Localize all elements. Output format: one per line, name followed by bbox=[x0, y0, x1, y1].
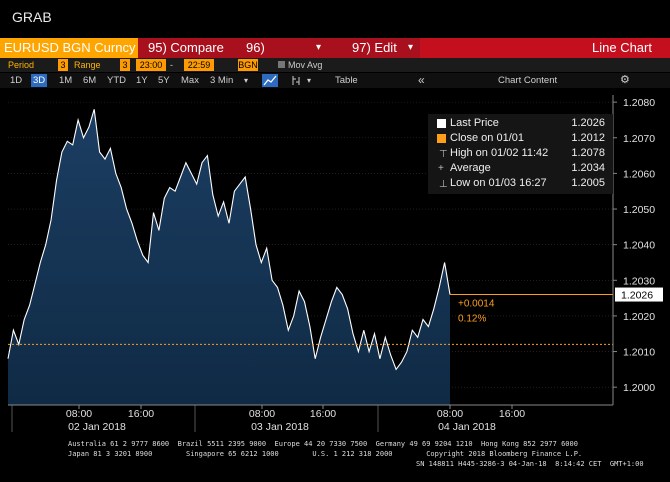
range-1m[interactable]: 1M bbox=[59, 75, 73, 86]
legend-row-low: ⊥ Low on 01/03 16:27 1.2005 bbox=[428, 176, 613, 191]
close-swatch bbox=[437, 134, 446, 143]
legend-row-high: ⊤ High on 01/02 11:42 1.2078 bbox=[428, 146, 613, 161]
last-price-tag bbox=[615, 287, 663, 302]
x-day-label: 04 Jan 2018 bbox=[438, 421, 496, 433]
window-title: GRAB bbox=[12, 9, 52, 25]
range-start-input[interactable]: 23:00 bbox=[136, 59, 166, 71]
timeframe-bar: 1D 3D 1M 6M YTD 1Y 5Y Max 3 Min ▾ ▾ Tabl… bbox=[0, 73, 670, 88]
mov-avg-label: Mov Avg bbox=[288, 60, 323, 70]
command-toolbar: EURUSD BGN Curncy 95) Compare 96) Action… bbox=[0, 38, 670, 75]
price-area-fill bbox=[8, 109, 450, 406]
range-input[interactable]: 3 bbox=[120, 59, 130, 71]
x-tick-label: 08:00 bbox=[66, 408, 92, 420]
y-tick-label: 1.2050 bbox=[623, 204, 655, 216]
interval-select[interactable]: 3 Min bbox=[210, 75, 234, 86]
bar-style-icon[interactable] bbox=[290, 74, 304, 87]
high-marker-icon: ⊤ bbox=[439, 149, 448, 160]
range-label: Range bbox=[74, 60, 101, 70]
change-percent: 0.12% bbox=[458, 314, 486, 325]
legend-row-close: Close on 01/01 1.2012 bbox=[428, 131, 613, 146]
period-input[interactable]: 3 bbox=[58, 59, 68, 71]
y-tick-label: 1.2070 bbox=[623, 133, 655, 145]
change-annotations: +0.0014 0.12% bbox=[458, 299, 495, 325]
x-tick-label: 16:00 bbox=[499, 408, 525, 420]
chart-style-dropdown-icon[interactable]: ▾ bbox=[307, 76, 312, 85]
price-chart[interactable]: 1.2026 1.2080 1.2070 1.2060 1.2050 1.2040 1.2… bbox=[0, 88, 670, 482]
legend-row-last-price: Last Price 1.2026 bbox=[428, 116, 613, 131]
footer-session-info: SN 148811 H445-3286-3 04-Jan-18 8:14:42 … bbox=[416, 460, 644, 468]
y-tick-label: 1.2030 bbox=[623, 275, 655, 287]
legend-value: 1.2012 bbox=[571, 132, 605, 144]
chart-content-button[interactable]: Chart Content bbox=[498, 75, 558, 86]
legend-label: Close on 01/01 bbox=[450, 132, 524, 144]
edit-dropdown-icon[interactable]: ▾ bbox=[408, 42, 414, 53]
gear-icon[interactable]: ⚙ bbox=[620, 74, 630, 86]
last-price-label: 1.2026 bbox=[621, 290, 653, 302]
range-1y[interactable]: 1Y bbox=[136, 75, 148, 86]
legend-label: Last Price bbox=[450, 117, 499, 129]
legend-value: 1.2005 bbox=[571, 177, 605, 189]
collapse-icon[interactable]: « bbox=[418, 73, 425, 87]
bloomberg-footer: Australia 61 2 9777 8600 Brazil 5511 239… bbox=[0, 440, 670, 482]
change-absolute: +0.0014 bbox=[458, 299, 495, 310]
average-marker-icon: + bbox=[438, 163, 444, 174]
pricing-source-input[interactable]: BGN bbox=[238, 59, 258, 71]
x-tick-label: 16:00 bbox=[128, 408, 154, 420]
range-6m[interactable]: 6M bbox=[83, 75, 97, 86]
x-tick-label: 16:00 bbox=[310, 408, 336, 420]
low-marker-icon: ⊥ bbox=[439, 179, 448, 190]
actions-dropdown-icon[interactable]: ▾ bbox=[316, 42, 322, 53]
range-max[interactable]: Max bbox=[181, 75, 199, 86]
legend-value: 1.2034 bbox=[571, 162, 605, 174]
y-tick-label: 1.2000 bbox=[623, 382, 655, 394]
price-area bbox=[7, 109, 451, 406]
compare-button[interactable]: 95) Compare bbox=[148, 40, 224, 55]
range-3d[interactable]: 3D bbox=[31, 74, 48, 87]
range-dash: - bbox=[170, 60, 173, 70]
table-button[interactable]: Table bbox=[335, 75, 358, 86]
last-price-swatch bbox=[437, 119, 446, 128]
edit-button[interactable]: 97) Edit bbox=[352, 40, 397, 55]
y-tick-label: 1.2040 bbox=[623, 240, 655, 252]
range-ytd[interactable]: YTD bbox=[107, 75, 126, 86]
y-tick-label: 1.2020 bbox=[623, 311, 655, 323]
title-strip bbox=[420, 38, 670, 58]
period-label: Period bbox=[8, 60, 35, 70]
actions-button[interactable]: 96) Actions bbox=[246, 40, 289, 75]
line-chart-icon[interactable] bbox=[262, 74, 278, 87]
x-day-label: 03 Jan 2018 bbox=[251, 421, 309, 433]
reference-close-line: 1.2026 bbox=[8, 287, 663, 345]
y-tick-label: 1.2010 bbox=[623, 347, 655, 359]
legend-label: High on 01/02 11:42 bbox=[450, 147, 549, 159]
x-tick-label: 08:00 bbox=[437, 408, 463, 420]
legend-label: Low on 01/03 16:27 bbox=[450, 177, 547, 189]
footer-contacts-2: Japan 81 3 3201 8900 Singapore 65 6212 1… bbox=[68, 450, 583, 458]
legend-value: 1.2078 bbox=[571, 147, 605, 159]
range-5y[interactable]: 5Y bbox=[158, 75, 170, 86]
footer-contacts-1: Australia 61 2 9777 8600 Brazil 5511 239… bbox=[68, 440, 578, 448]
range-end-input[interactable]: 22:59 bbox=[184, 59, 214, 71]
legend-row-average: + Average 1.2034 bbox=[428, 161, 613, 176]
interval-dropdown-icon[interactable]: ▾ bbox=[244, 76, 249, 85]
window-titlebar: GRAB bbox=[0, 0, 670, 38]
x-tick-label: 08:00 bbox=[249, 408, 275, 420]
x-day-label: 02 Jan 2018 bbox=[68, 421, 126, 433]
price-line bbox=[7, 109, 451, 371]
legend-label: Average bbox=[450, 162, 491, 174]
legend-value: 1.2026 bbox=[571, 117, 605, 129]
chart-type-title: Line Chart bbox=[592, 40, 652, 55]
session-dividers bbox=[11, 405, 379, 432]
range-1d[interactable]: 1D bbox=[10, 75, 23, 86]
ticker-field[interactable]: EURUSD BGN Curncy bbox=[0, 38, 138, 58]
y-tick-label: 1.2060 bbox=[623, 168, 655, 180]
chart-legend[interactable]: Last Price 1.2026 Close on 01/01 1.2012 … bbox=[428, 114, 613, 194]
mov-avg-checkbox[interactable] bbox=[278, 61, 285, 68]
y-tick-label: 1.2080 bbox=[623, 97, 655, 109]
parameter-bar: Period 3 Range 3 23:00 - 22:59 BGN Mov A… bbox=[0, 58, 670, 72]
